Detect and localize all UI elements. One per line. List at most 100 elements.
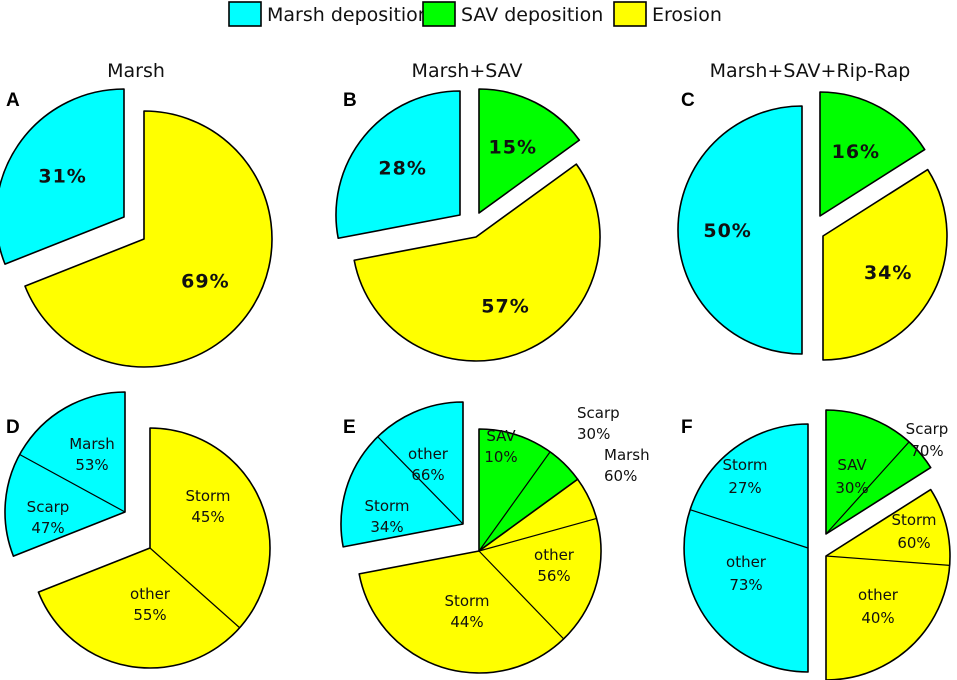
sub-label-name-storm: Storm bbox=[364, 497, 409, 515]
sub-label-name-other: other bbox=[534, 546, 575, 564]
legend-item-erosion: Erosion bbox=[613, 1, 722, 27]
sub-label-pct-storm: 45% bbox=[191, 508, 224, 526]
slice-label-erosion: 34% bbox=[864, 262, 912, 284]
legend-item-sav-deposition: SAV deposition bbox=[422, 1, 603, 27]
sub-label-name-storm: Storm bbox=[722, 456, 767, 474]
legend-swatch-marsh-deposition bbox=[228, 1, 262, 27]
sub-label-name-sav: SAV bbox=[837, 456, 867, 474]
sub-divider bbox=[825, 441, 910, 535]
sub-label-pct-storm: 34% bbox=[370, 518, 403, 536]
pie-slice-erosion bbox=[24, 110, 273, 368]
pie-slice-marsh-deposition bbox=[683, 423, 809, 673]
slice-group-sav-deposition bbox=[478, 88, 581, 214]
pie-slice-sav-deposition bbox=[825, 409, 932, 535]
slice-label-marsh-deposition: 28% bbox=[378, 158, 426, 180]
sub-divider bbox=[19, 453, 126, 513]
pie-slice-erosion bbox=[353, 163, 601, 362]
slice-group-erosion bbox=[24, 110, 273, 368]
sub-divider bbox=[377, 436, 464, 525]
sub-label-name-storm: Storm bbox=[891, 511, 936, 529]
pie-panel-a: 69% 31% bbox=[0, 88, 273, 368]
slice-group-marsh-deposition bbox=[0, 88, 125, 265]
sub-label-name-scarp: Scarp bbox=[27, 498, 70, 516]
sub-divider bbox=[478, 517, 597, 552]
legend-swatch-erosion bbox=[613, 1, 647, 27]
slice-group-marsh-deposition bbox=[340, 401, 464, 548]
sub-label-pct-sav: 30% bbox=[835, 479, 868, 497]
sub-label-pct-other: 56% bbox=[537, 567, 570, 585]
slice-group-marsh-deposition bbox=[677, 105, 803, 355]
panel-letter-d: D bbox=[6, 417, 20, 438]
slice-group-sav-deposition bbox=[825, 409, 932, 535]
pie-slice-marsh-deposition bbox=[4, 391, 126, 557]
legend-swatch-sav-deposition bbox=[422, 1, 456, 27]
sub-label-name-storm: Storm bbox=[444, 592, 489, 610]
sub-label-name-other: other bbox=[858, 586, 899, 604]
sub-label-pct-other: 40% bbox=[861, 609, 894, 627]
sub-label-name-other: other bbox=[408, 445, 449, 463]
pie-slice-marsh-deposition bbox=[677, 105, 803, 355]
slice-group-erosion bbox=[825, 488, 951, 680]
pie-slice-erosion bbox=[37, 427, 271, 669]
slice-group-erosion bbox=[353, 163, 601, 362]
column-title-marsh-sav: Marsh+SAV bbox=[412, 60, 523, 82]
pie-slice-erosion bbox=[822, 168, 948, 361]
slice-label-sav-deposition: 16% bbox=[832, 141, 880, 163]
sub-label-pct-scarp: 30% bbox=[577, 425, 610, 443]
panel-letter-a: A bbox=[6, 90, 20, 111]
sub-label-name-storm: Storm bbox=[185, 487, 230, 505]
pie-slice-erosion bbox=[358, 478, 602, 674]
sub-label-pct-storm: 27% bbox=[728, 479, 761, 497]
sub-divider bbox=[478, 550, 565, 640]
pie-panels: 69% 31% 15% 57% 28% 16% 34% 50% Marsh 53% Scarp 47%… bbox=[0, 88, 951, 680]
legend-label-marsh-deposition: Marsh deposition bbox=[267, 4, 430, 26]
legend-item-marsh-deposition: Marsh deposition bbox=[228, 1, 430, 27]
slice-label-erosion: 69% bbox=[181, 271, 229, 293]
slice-group-erosion bbox=[37, 427, 271, 669]
legend-label-erosion: Erosion bbox=[652, 4, 722, 26]
slice-group-marsh-deposition bbox=[4, 391, 126, 557]
sub-label-name-other: other bbox=[130, 585, 171, 603]
sub-divider bbox=[478, 451, 551, 552]
sub-label-pct-other: 66% bbox=[411, 466, 444, 484]
sub-label-name-scarp: Scarp bbox=[577, 404, 620, 422]
pie-slice-marsh-deposition bbox=[335, 90, 461, 240]
pie-slice-sav-deposition bbox=[819, 91, 926, 217]
sub-label-pct-other: 73% bbox=[729, 576, 762, 594]
sub-label-name-marsh: Marsh bbox=[604, 446, 650, 464]
pie-slice-marsh-deposition bbox=[340, 401, 464, 548]
column-title-marsh: Marsh bbox=[107, 60, 165, 82]
panel-letter-e: E bbox=[343, 417, 356, 438]
sub-divider bbox=[825, 555, 950, 566]
sub-label-pct-sav: 10% bbox=[484, 448, 517, 466]
sub-label-name-marsh: Marsh bbox=[69, 435, 115, 453]
panel-letter-f: F bbox=[681, 417, 693, 438]
pie-panel-d: Marsh 53% Scarp 47% Storm 45% other 55% bbox=[4, 391, 271, 669]
sub-label-pct-other: 55% bbox=[133, 606, 166, 624]
slice-group-erosion bbox=[822, 168, 948, 361]
panel-letter-b: B bbox=[343, 90, 357, 111]
pie-slice-marsh-deposition bbox=[0, 88, 125, 265]
sub-label-pct-scarp: 47% bbox=[31, 519, 64, 537]
slice-group-marsh-deposition bbox=[335, 90, 461, 240]
column-title-marsh-sav-riprap: Marsh+SAV+Rip-Rap bbox=[710, 60, 911, 82]
sub-label-name-sav: SAV bbox=[486, 427, 516, 445]
sub-label-name-scarp: Scarp bbox=[906, 420, 949, 438]
pie-panel-b: 15% 57% 28% bbox=[335, 88, 601, 362]
pie-panel-e: other66%Storm34%SAV10%Scarp30%Marsh60%ot… bbox=[340, 401, 650, 674]
panel-letter-c: C bbox=[681, 90, 695, 111]
pie-slice-sav-deposition bbox=[478, 88, 581, 214]
pie-panel-c: 16% 34% 50% bbox=[677, 91, 948, 361]
slice-group-marsh-deposition bbox=[683, 423, 809, 673]
legend-label-sav-deposition: SAV deposition bbox=[461, 4, 603, 26]
slice-group-sav-deposition bbox=[819, 91, 926, 217]
pie-slice-sav-deposition bbox=[478, 428, 579, 552]
sub-divider bbox=[149, 547, 241, 629]
sub-label-pct-storm: 60% bbox=[897, 534, 930, 552]
sub-label-name-other: other bbox=[726, 553, 767, 571]
slice-group-sav-deposition bbox=[478, 428, 579, 552]
legend: Marsh deposition SAV deposition Erosion bbox=[228, 1, 722, 27]
slice-label-sav-deposition: 15% bbox=[489, 137, 537, 159]
sub-label-pct-marsh: 60% bbox=[604, 467, 637, 485]
